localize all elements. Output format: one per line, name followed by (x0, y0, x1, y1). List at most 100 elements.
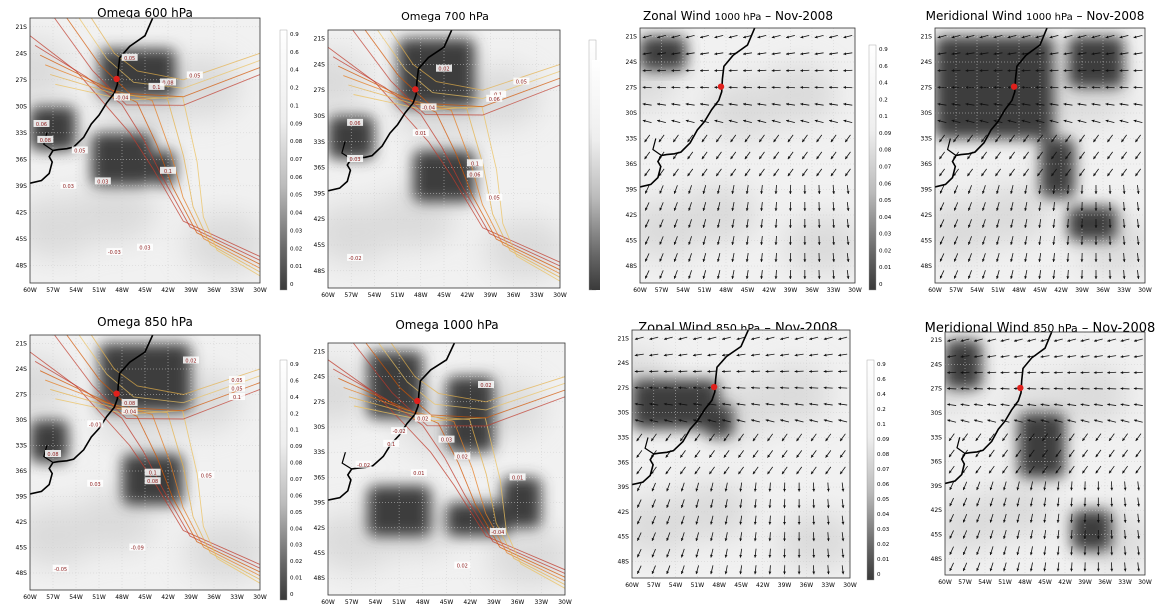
lat-tick-label: 36S (921, 161, 933, 168)
svg-text:-0.02: -0.02 (357, 463, 370, 469)
colorbar-label: 0.09 (879, 131, 892, 137)
svg-text:-0.05: -0.05 (54, 567, 67, 573)
svg-text:0.02: 0.02 (457, 564, 468, 570)
lat-tick-label: 45S (618, 534, 630, 541)
lat-tick-label: 39S (16, 183, 28, 190)
lon-tick-label: 45W (138, 594, 152, 601)
lon-tick-label: 39W (184, 287, 198, 294)
contour-label: 0.1 (160, 167, 176, 175)
shaded-region (1072, 510, 1112, 551)
contour-label: -0.02 (391, 427, 407, 435)
colorbar-label: 0.07 (290, 477, 303, 483)
lon-tick-label: 30W (843, 582, 857, 589)
lon-tick-label: 45W (1038, 579, 1052, 586)
lon-tick-label: 30W (1138, 579, 1152, 586)
location-marker (412, 86, 418, 92)
lat-tick-label: 39S (314, 190, 326, 197)
colorbar-label: 0.04 (290, 211, 303, 217)
lat-tick-label: 48S (626, 263, 638, 270)
colorbar-label: 0.2 (879, 97, 888, 103)
shaded-regions (632, 380, 734, 438)
lon-tick-label: 30W (1138, 287, 1152, 294)
lat-tick-label: 30S (626, 110, 638, 117)
colorbar-label: 0.04 (290, 526, 303, 532)
lon-tick-label: 30W (558, 599, 572, 606)
colorbar: 0.90.60.40.20.10.090.080.070.060.050.040… (280, 360, 303, 600)
lat-tick-label: 33S (618, 434, 630, 441)
contour-label: -0.02 (347, 254, 363, 262)
lat-tick-label: 39S (921, 187, 933, 194)
lon-tick-label: 45W (138, 287, 152, 294)
shaded-region (30, 106, 76, 150)
lon-tick-label: 33W (821, 582, 835, 589)
contour-label: -0.04 (114, 94, 130, 102)
lat-tick-label: 24S (314, 61, 326, 68)
panel-omega-1000: Omega 1000 hPa0.020.02-0.020.10.030.02-0… (285, 318, 572, 606)
contour-label: 0.02 (478, 381, 494, 389)
lon-tick-label: 33W (827, 287, 841, 294)
svg-text:0.05: 0.05 (124, 56, 135, 62)
svg-text:0.02: 0.02 (185, 359, 196, 365)
lon-tick-label: 36W (1096, 287, 1110, 294)
lat-tick-label: 24S (16, 366, 28, 373)
contour-label: 0.08 (145, 477, 161, 485)
shaded-region (1018, 413, 1065, 478)
colorbar-label: 0.9 (877, 362, 886, 368)
lat-tick-label: 45S (931, 532, 943, 539)
lat-tick-label: 21S (618, 335, 630, 342)
colorbar-label: 0.08 (879, 148, 892, 154)
colorbar-label: 0.1 (879, 114, 888, 120)
contour-label: 0.05 (187, 71, 203, 79)
contour-label: 0.01 (510, 473, 526, 481)
lat-tick-label: 27S (314, 87, 326, 94)
colorbar-label: 0.01 (879, 265, 891, 271)
lon-tick-label: 42W (161, 594, 175, 601)
svg-text:0.05: 0.05 (489, 196, 500, 202)
location-marker (718, 83, 724, 89)
contour-label: 0.05 (229, 376, 245, 384)
lon-tick-label: 42W (756, 582, 770, 589)
lat-tick-label: 30S (16, 417, 28, 424)
contour-label: 0.06 (467, 170, 483, 178)
svg-text:-0.04: -0.04 (491, 530, 504, 536)
lon-tick-label: 48W (719, 287, 733, 294)
lat-tick-label: 36S (16, 156, 28, 163)
colorbar-label: 0 (290, 282, 294, 288)
colorbar-label: 0.06 (290, 493, 303, 499)
lat-tick-label: 36S (618, 459, 630, 466)
contour-label: 0.1 (383, 440, 399, 448)
lon-tick-label: 57W (345, 599, 359, 606)
svg-text:-0.04: -0.04 (123, 410, 136, 416)
svg-text:0.01: 0.01 (512, 475, 523, 481)
lat-tick-label: 21S (314, 36, 326, 43)
lon-tick-label: 51W (92, 287, 106, 294)
lat-tick-label: 36S (314, 165, 326, 172)
colorbar-label: 0.05 (879, 198, 892, 204)
lat-tick-label: 39S (618, 484, 630, 491)
contour-label: 0.1 (149, 83, 165, 91)
contour-label: 0.03 (87, 480, 103, 488)
lon-tick-label: 36W (1098, 579, 1112, 586)
svg-text:0.02: 0.02 (438, 67, 449, 73)
lon-tick-label: 42W (460, 292, 474, 299)
lat-tick-label: 24S (16, 50, 28, 57)
contour-label: 0.02 (183, 357, 199, 365)
contour-label: 0.03 (60, 182, 76, 190)
lat-tick-label: 48S (314, 575, 326, 582)
colorbar-label: 0.01 (290, 264, 302, 270)
colorbar: 0.90.60.40.20.10.090.080.070.060.050.040… (280, 30, 303, 290)
lon-tick-label: 45W (741, 287, 755, 294)
lat-tick-label: 30S (618, 410, 630, 417)
contour-label: 0.05 (122, 54, 138, 62)
lon-tick-label: 36W (207, 287, 221, 294)
lat-tick-label: 27S (16, 77, 28, 84)
lon-tick-label: 45W (734, 582, 748, 589)
contour-label: 0.06 (34, 120, 50, 128)
lat-tick-label: 48S (16, 570, 28, 577)
contour-label: -0.04 (490, 528, 506, 536)
lat-tick-label: 39S (16, 494, 28, 501)
